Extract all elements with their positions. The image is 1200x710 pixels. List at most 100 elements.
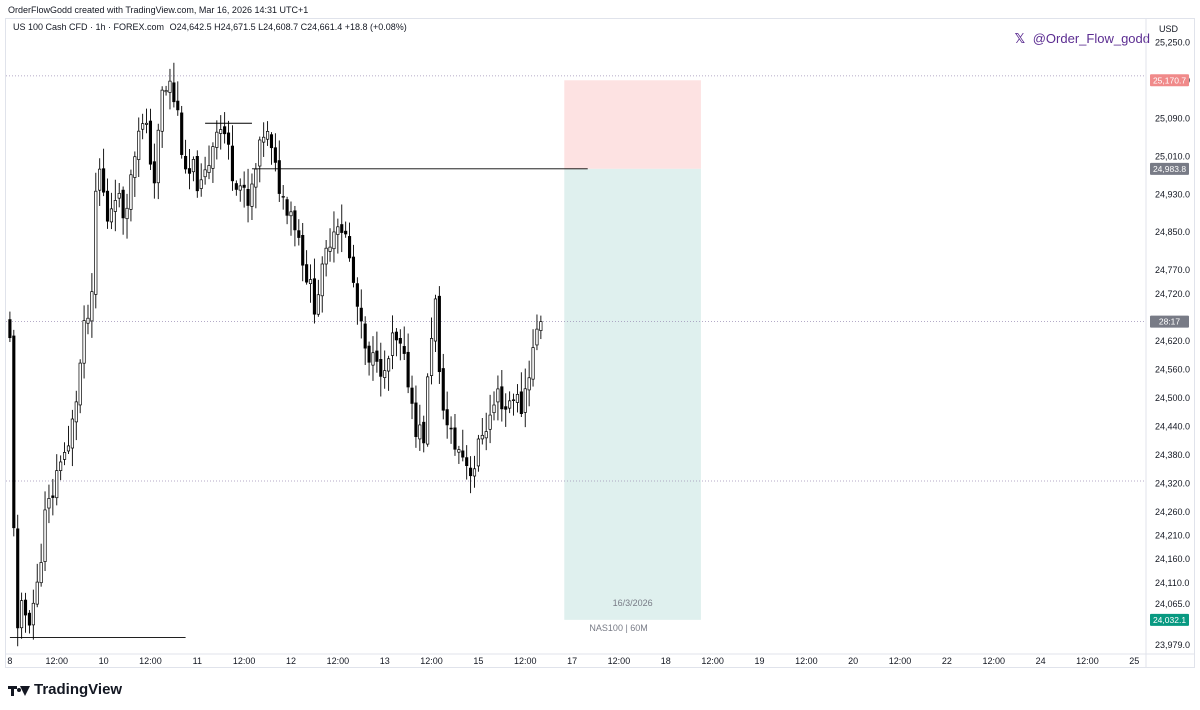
candle[interactable] (39, 562, 43, 584)
candle[interactable] (293, 210, 297, 231)
candle[interactable] (504, 406, 508, 410)
candle[interactable] (258, 139, 262, 167)
candle[interactable] (78, 362, 82, 406)
candle[interactable] (94, 190, 98, 295)
candle[interactable] (125, 207, 129, 220)
candle[interactable] (160, 89, 164, 132)
candle[interactable] (184, 155, 188, 170)
candle[interactable] (215, 131, 219, 148)
candle[interactable] (113, 200, 117, 212)
candle[interactable] (12, 335, 16, 529)
candle[interactable] (20, 600, 24, 629)
candle[interactable] (383, 370, 387, 378)
candle[interactable] (500, 386, 504, 410)
candle[interactable] (234, 183, 238, 190)
candle[interactable] (355, 283, 359, 307)
candle[interactable] (23, 599, 28, 616)
candle[interactable] (51, 495, 55, 498)
candle[interactable] (531, 347, 535, 380)
candle[interactable] (203, 169, 207, 178)
candle[interactable] (469, 467, 473, 477)
candle[interactable] (63, 452, 67, 460)
candle[interactable] (191, 159, 195, 173)
candle[interactable] (269, 134, 274, 149)
candle[interactable] (441, 368, 445, 411)
candle[interactable] (316, 294, 320, 315)
candle[interactable] (305, 264, 309, 283)
candle[interactable] (199, 179, 203, 189)
candle[interactable] (187, 168, 192, 174)
candle[interactable] (129, 174, 133, 210)
candle[interactable] (445, 409, 449, 426)
candle[interactable] (301, 235, 305, 266)
candle[interactable] (402, 346, 406, 354)
candle[interactable] (351, 256, 356, 283)
candle[interactable] (266, 131, 270, 140)
candle[interactable] (74, 401, 78, 423)
candle[interactable] (433, 298, 438, 342)
candle[interactable] (152, 161, 156, 184)
candle[interactable] (511, 399, 516, 401)
candle[interactable] (55, 470, 59, 499)
candle[interactable] (109, 208, 113, 223)
candle[interactable] (98, 168, 102, 191)
candle[interactable] (105, 190, 110, 222)
candle[interactable] (398, 337, 402, 344)
candle[interactable] (488, 414, 492, 430)
candle[interactable] (379, 359, 383, 377)
candle[interactable] (254, 168, 258, 188)
candle[interactable] (226, 132, 231, 145)
candle[interactable] (429, 338, 434, 376)
candle[interactable] (535, 328, 539, 346)
candle[interactable] (308, 279, 313, 285)
candle[interactable] (480, 434, 484, 440)
candle[interactable] (461, 450, 465, 458)
take-profit-zone[interactable] (564, 168, 701, 620)
candle[interactable] (324, 247, 328, 265)
candle[interactable] (418, 424, 422, 440)
candle[interactable] (508, 400, 512, 409)
candle[interactable] (515, 394, 519, 403)
candle[interactable] (70, 418, 74, 449)
candle[interactable] (320, 263, 324, 297)
candle[interactable] (336, 226, 340, 235)
candle[interactable] (422, 421, 426, 444)
candle[interactable] (371, 352, 375, 366)
stop-loss-zone[interactable] (564, 80, 701, 169)
candle[interactable] (168, 80, 172, 93)
candle[interactable] (387, 358, 391, 372)
candle[interactable] (453, 427, 457, 450)
candle[interactable] (484, 431, 488, 439)
candle[interactable] (172, 82, 176, 103)
candle[interactable] (375, 350, 379, 362)
candle[interactable] (297, 230, 301, 238)
candle[interactable] (426, 376, 430, 445)
candle[interactable] (180, 112, 184, 155)
candle[interactable] (156, 129, 160, 184)
candle[interactable] (246, 188, 250, 206)
candle[interactable] (449, 427, 453, 430)
candle[interactable] (496, 388, 500, 403)
candle[interactable] (176, 100, 180, 111)
candle[interactable] (238, 185, 242, 191)
candle[interactable] (144, 122, 149, 125)
candle[interactable] (390, 332, 395, 356)
candle[interactable] (492, 404, 496, 414)
candle[interactable] (35, 581, 39, 605)
candle[interactable] (47, 498, 51, 509)
candle[interactable] (86, 317, 90, 324)
candle[interactable] (211, 146, 215, 169)
candle[interactable] (410, 387, 414, 404)
candle[interactable] (16, 528, 20, 629)
candle[interactable] (262, 136, 266, 143)
candle[interactable] (285, 199, 289, 216)
candle[interactable] (82, 320, 86, 364)
candle[interactable] (242, 184, 246, 188)
candle[interactable] (121, 189, 125, 219)
candle[interactable] (519, 391, 523, 415)
candle[interactable] (90, 291, 94, 322)
candle[interactable] (137, 130, 141, 160)
candle[interactable] (476, 438, 480, 467)
candle[interactable] (277, 160, 281, 194)
candle[interactable] (195, 156, 199, 192)
